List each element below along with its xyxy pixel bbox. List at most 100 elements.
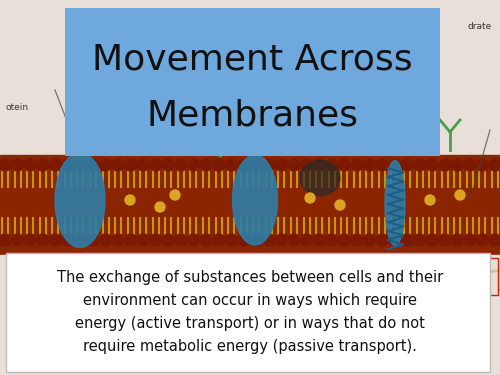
Circle shape xyxy=(455,190,465,200)
Circle shape xyxy=(300,234,312,246)
Circle shape xyxy=(175,234,187,246)
Circle shape xyxy=(0,234,11,246)
Circle shape xyxy=(124,159,136,171)
Circle shape xyxy=(188,159,200,171)
Circle shape xyxy=(0,159,11,171)
Circle shape xyxy=(364,234,376,246)
Circle shape xyxy=(112,234,124,246)
Circle shape xyxy=(162,234,174,246)
Circle shape xyxy=(489,159,500,171)
Circle shape xyxy=(62,159,74,171)
Circle shape xyxy=(288,234,300,246)
Circle shape xyxy=(376,159,388,171)
Circle shape xyxy=(200,159,212,171)
Circle shape xyxy=(238,159,250,171)
Circle shape xyxy=(335,200,345,210)
Circle shape xyxy=(170,190,180,200)
Circle shape xyxy=(188,234,200,246)
Circle shape xyxy=(87,234,99,246)
Circle shape xyxy=(276,234,287,246)
Circle shape xyxy=(326,234,338,246)
Circle shape xyxy=(438,159,450,171)
Text: drate: drate xyxy=(468,22,492,31)
Circle shape xyxy=(464,159,476,171)
Circle shape xyxy=(401,234,413,246)
Circle shape xyxy=(326,159,338,171)
Circle shape xyxy=(464,234,476,246)
Circle shape xyxy=(401,159,413,171)
Circle shape xyxy=(476,234,488,246)
Circle shape xyxy=(476,159,488,171)
Circle shape xyxy=(263,234,275,246)
Circle shape xyxy=(489,234,500,246)
Circle shape xyxy=(100,234,112,246)
Circle shape xyxy=(425,195,435,205)
Ellipse shape xyxy=(300,160,340,195)
Ellipse shape xyxy=(232,155,278,245)
Circle shape xyxy=(62,234,74,246)
Circle shape xyxy=(305,193,315,203)
Circle shape xyxy=(250,234,262,246)
Circle shape xyxy=(250,159,262,171)
Circle shape xyxy=(12,159,24,171)
Circle shape xyxy=(137,234,149,246)
Circle shape xyxy=(212,234,224,246)
Text: otein: otein xyxy=(5,104,28,112)
Circle shape xyxy=(313,159,325,171)
Circle shape xyxy=(452,159,464,171)
Ellipse shape xyxy=(55,153,105,248)
Circle shape xyxy=(112,159,124,171)
Circle shape xyxy=(426,159,438,171)
Circle shape xyxy=(414,234,426,246)
Circle shape xyxy=(125,195,135,205)
Circle shape xyxy=(351,234,363,246)
Circle shape xyxy=(137,159,149,171)
Circle shape xyxy=(150,234,162,246)
Circle shape xyxy=(238,234,250,246)
Circle shape xyxy=(155,202,165,212)
Circle shape xyxy=(24,234,36,246)
Circle shape xyxy=(200,234,212,246)
Text: The exchange of substances between cells and their
environment can occur in ways: The exchange of substances between cells… xyxy=(57,270,443,354)
Circle shape xyxy=(212,159,224,171)
Text: Movement Across: Movement Across xyxy=(92,43,412,77)
Ellipse shape xyxy=(385,160,405,246)
Circle shape xyxy=(438,234,450,246)
FancyBboxPatch shape xyxy=(65,8,440,156)
Circle shape xyxy=(364,159,376,171)
Circle shape xyxy=(225,159,237,171)
Bar xyxy=(0,255,500,375)
Circle shape xyxy=(388,159,400,171)
Bar xyxy=(0,0,500,155)
Circle shape xyxy=(74,159,86,171)
Circle shape xyxy=(124,234,136,246)
Circle shape xyxy=(74,234,86,246)
Circle shape xyxy=(24,159,36,171)
Circle shape xyxy=(388,234,400,246)
Circle shape xyxy=(36,159,48,171)
Circle shape xyxy=(452,234,464,246)
Circle shape xyxy=(175,159,187,171)
Circle shape xyxy=(87,159,99,171)
Circle shape xyxy=(36,234,48,246)
Circle shape xyxy=(150,159,162,171)
Circle shape xyxy=(50,159,62,171)
Circle shape xyxy=(288,159,300,171)
Circle shape xyxy=(162,159,174,171)
Circle shape xyxy=(50,234,62,246)
Circle shape xyxy=(338,159,350,171)
Circle shape xyxy=(338,234,350,246)
Circle shape xyxy=(300,159,312,171)
FancyBboxPatch shape xyxy=(6,253,490,372)
Circle shape xyxy=(225,234,237,246)
Circle shape xyxy=(276,159,287,171)
Circle shape xyxy=(414,159,426,171)
Circle shape xyxy=(426,234,438,246)
Text: Membranes: Membranes xyxy=(146,98,358,132)
Circle shape xyxy=(100,159,112,171)
Bar xyxy=(0,155,500,255)
Circle shape xyxy=(313,234,325,246)
Circle shape xyxy=(263,159,275,171)
Circle shape xyxy=(12,234,24,246)
Circle shape xyxy=(376,234,388,246)
